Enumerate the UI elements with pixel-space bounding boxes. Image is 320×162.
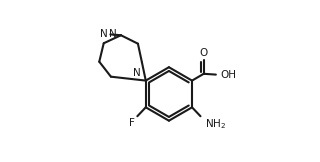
Text: O: O (200, 48, 208, 58)
Text: F: F (129, 118, 134, 128)
Text: NH$_2$: NH$_2$ (204, 118, 226, 131)
Text: N: N (133, 68, 141, 78)
Text: N: N (109, 29, 117, 39)
Text: OH: OH (220, 70, 236, 80)
Text: N: N (100, 29, 108, 39)
